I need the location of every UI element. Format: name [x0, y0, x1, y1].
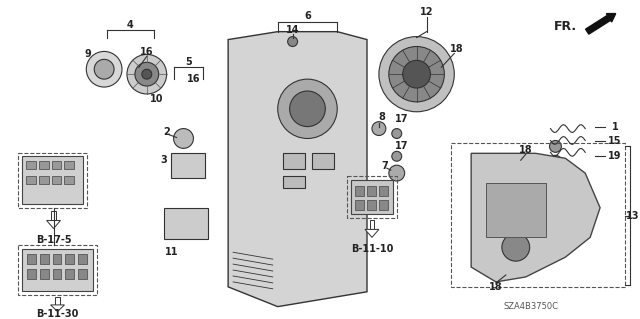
Text: 19: 19: [608, 151, 621, 161]
Circle shape: [290, 91, 325, 127]
Bar: [312, 153, 334, 169]
Text: 7: 7: [381, 161, 388, 171]
Text: 1: 1: [612, 122, 618, 132]
Text: 2: 2: [163, 127, 170, 137]
Bar: [51, 211, 56, 220]
Text: SZA4B3750C: SZA4B3750C: [503, 302, 558, 311]
Circle shape: [550, 155, 561, 167]
Circle shape: [173, 129, 193, 148]
Bar: [347, 176, 397, 218]
Text: 12: 12: [420, 7, 433, 17]
Text: 11: 11: [165, 247, 179, 257]
Bar: [451, 144, 625, 287]
Text: 15: 15: [608, 137, 621, 146]
FancyArrow shape: [586, 13, 616, 34]
Bar: [18, 245, 97, 295]
Text: 6: 6: [304, 11, 311, 21]
Bar: [65, 176, 74, 184]
Circle shape: [392, 151, 402, 161]
Bar: [26, 161, 36, 169]
Text: 14: 14: [286, 25, 300, 35]
Text: 5: 5: [185, 57, 192, 67]
Text: 3: 3: [160, 155, 167, 165]
Polygon shape: [228, 32, 367, 307]
Bar: [65, 161, 74, 169]
Bar: [52, 269, 61, 279]
Text: 17: 17: [395, 141, 408, 152]
Text: B-17-5: B-17-5: [36, 235, 72, 245]
Bar: [351, 180, 393, 214]
Bar: [171, 153, 205, 178]
Circle shape: [403, 60, 431, 88]
Bar: [65, 269, 74, 279]
Bar: [367, 200, 376, 210]
Circle shape: [389, 165, 404, 181]
Text: 4: 4: [127, 20, 133, 30]
Text: 17: 17: [395, 114, 408, 124]
Bar: [40, 254, 49, 264]
Circle shape: [287, 37, 298, 47]
Bar: [78, 269, 87, 279]
Bar: [18, 153, 87, 208]
Text: 18: 18: [449, 44, 463, 55]
Circle shape: [127, 55, 166, 94]
Text: 10: 10: [150, 94, 163, 104]
Bar: [27, 254, 36, 264]
Text: 16: 16: [140, 48, 154, 57]
Circle shape: [86, 51, 122, 87]
Circle shape: [550, 140, 561, 152]
Bar: [52, 161, 61, 169]
Text: 18: 18: [519, 145, 532, 155]
Bar: [164, 208, 208, 239]
Text: B-11-10: B-11-10: [351, 244, 393, 254]
Bar: [379, 186, 388, 196]
Bar: [22, 156, 83, 204]
Text: 13: 13: [626, 211, 639, 221]
Circle shape: [379, 37, 454, 112]
Text: FR.: FR.: [554, 20, 577, 33]
Bar: [379, 200, 388, 210]
Polygon shape: [471, 153, 600, 282]
Circle shape: [389, 47, 444, 102]
Bar: [283, 176, 305, 188]
Circle shape: [142, 69, 152, 79]
Text: 8: 8: [378, 112, 385, 122]
Circle shape: [94, 59, 114, 79]
Bar: [27, 269, 36, 279]
Bar: [355, 200, 364, 210]
Bar: [38, 176, 49, 184]
Polygon shape: [51, 305, 65, 312]
Bar: [367, 186, 376, 196]
Polygon shape: [47, 220, 61, 228]
Circle shape: [135, 62, 159, 86]
Bar: [369, 219, 374, 229]
Bar: [38, 161, 49, 169]
Text: 16: 16: [187, 74, 200, 84]
Circle shape: [372, 122, 386, 136]
Bar: [78, 254, 87, 264]
Text: B-11-30: B-11-30: [36, 308, 79, 319]
Bar: [55, 297, 60, 305]
Bar: [40, 269, 49, 279]
Text: 9: 9: [85, 49, 92, 59]
Polygon shape: [365, 229, 379, 237]
Bar: [355, 186, 364, 196]
Bar: [65, 254, 74, 264]
Circle shape: [392, 129, 402, 138]
Circle shape: [502, 234, 530, 261]
Circle shape: [278, 79, 337, 138]
Bar: [52, 176, 61, 184]
Bar: [486, 183, 545, 237]
Text: 18: 18: [489, 282, 503, 292]
Bar: [22, 249, 93, 291]
Bar: [283, 153, 305, 169]
Bar: [26, 176, 36, 184]
Bar: [52, 254, 61, 264]
